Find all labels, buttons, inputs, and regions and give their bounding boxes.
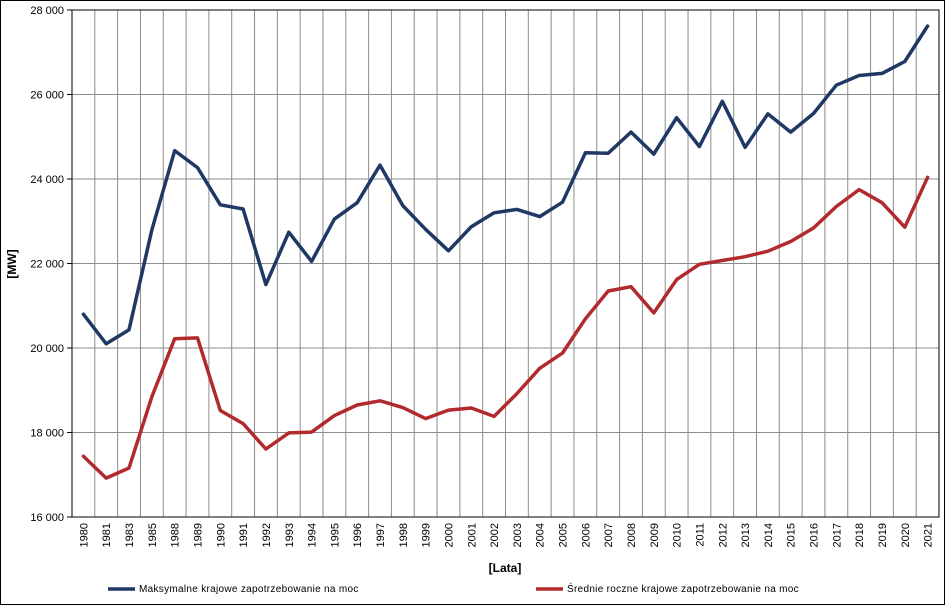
- x-tick-label: 1995: [329, 523, 341, 547]
- x-tick-label: 1993: [284, 523, 296, 547]
- x-tick-label: 1996: [352, 523, 364, 547]
- x-tick-label: 2003: [512, 523, 524, 547]
- x-tick-label: 2012: [717, 523, 729, 547]
- x-tick-label: 2004: [535, 523, 547, 547]
- y-tick-label: 26 000: [30, 90, 64, 102]
- x-tick-label: 2018: [854, 523, 866, 547]
- x-tick-label: 2015: [786, 523, 798, 547]
- y-tick-label: 24 000: [30, 174, 64, 186]
- x-tick-label: 2013: [740, 523, 752, 547]
- x-tick-label: 1980: [78, 523, 90, 547]
- series-line-max: [81, 24, 930, 346]
- x-tick-label: 1992: [261, 523, 273, 547]
- y-axis-title: [MW]: [5, 249, 19, 278]
- x-tick-label: 2008: [626, 523, 638, 547]
- y-tick-label: 28 000: [30, 5, 64, 17]
- x-tick-label: 1983: [124, 523, 136, 547]
- horizontal-gridlines: [67, 9, 939, 518]
- legend: Maksymalne krajowe zapotrzebowanie na mo…: [108, 582, 799, 595]
- x-tick-labels: 1980 1981 1983 1985 1988 1989 1990 1991 1992 1993…: [78, 523, 934, 547]
- x-tick-label: 1991: [238, 523, 250, 547]
- x-tick-label: 2002: [489, 523, 501, 547]
- x-tick-label: 2005: [558, 523, 570, 547]
- x-tick-label: 2000: [443, 523, 455, 547]
- y-tick-label: 16 000: [30, 512, 64, 524]
- series-lines: [81, 24, 930, 480]
- x-tick-label: 2021: [923, 523, 935, 547]
- x-tick-label: 2010: [672, 523, 684, 547]
- legend-label-avg: Średnie roczne krajowe zapotrzebowanie n…: [567, 582, 799, 595]
- x-tick-label: 2016: [809, 523, 821, 547]
- x-tick-label: 2007: [603, 523, 615, 547]
- x-tick-label: 1998: [398, 523, 410, 547]
- series-line-avg: [81, 175, 930, 480]
- x-tick-label: 2001: [466, 523, 478, 547]
- legend-label-max: Maksymalne krajowe zapotrzebowanie na mo…: [139, 584, 359, 595]
- x-tick-label: 1997: [375, 523, 387, 547]
- x-tick-label: 1990: [215, 523, 227, 547]
- x-tick-label: 2019: [877, 523, 889, 547]
- x-tick-label: 1989: [192, 523, 204, 547]
- x-tick-label: 2006: [580, 523, 592, 547]
- x-tick-label: 1999: [421, 523, 433, 547]
- x-tick-label: 1994: [307, 523, 319, 547]
- y-tick-label: 18 000: [30, 428, 64, 440]
- x-tick-label: 2009: [649, 523, 661, 547]
- x-tick-label: 1985: [147, 523, 159, 547]
- x-tick-label: 2020: [900, 523, 912, 547]
- x-tick-label: 1981: [101, 523, 113, 547]
- x-tick-label: 2011: [694, 523, 706, 547]
- x-tick-label: 2017: [831, 523, 843, 547]
- y-tick-label: 20 000: [30, 343, 64, 355]
- x-axis-title: [Lata]: [489, 561, 522, 575]
- x-tick-label: 2014: [763, 523, 775, 547]
- x-tick-label: 1988: [170, 523, 182, 547]
- y-tick-label: 22 000: [30, 259, 64, 271]
- plot-area-border: [71, 9, 940, 518]
- y-tick-labels: 16 000 18 000 20 000 22 000 24 000 26 000 28 0…: [30, 5, 64, 524]
